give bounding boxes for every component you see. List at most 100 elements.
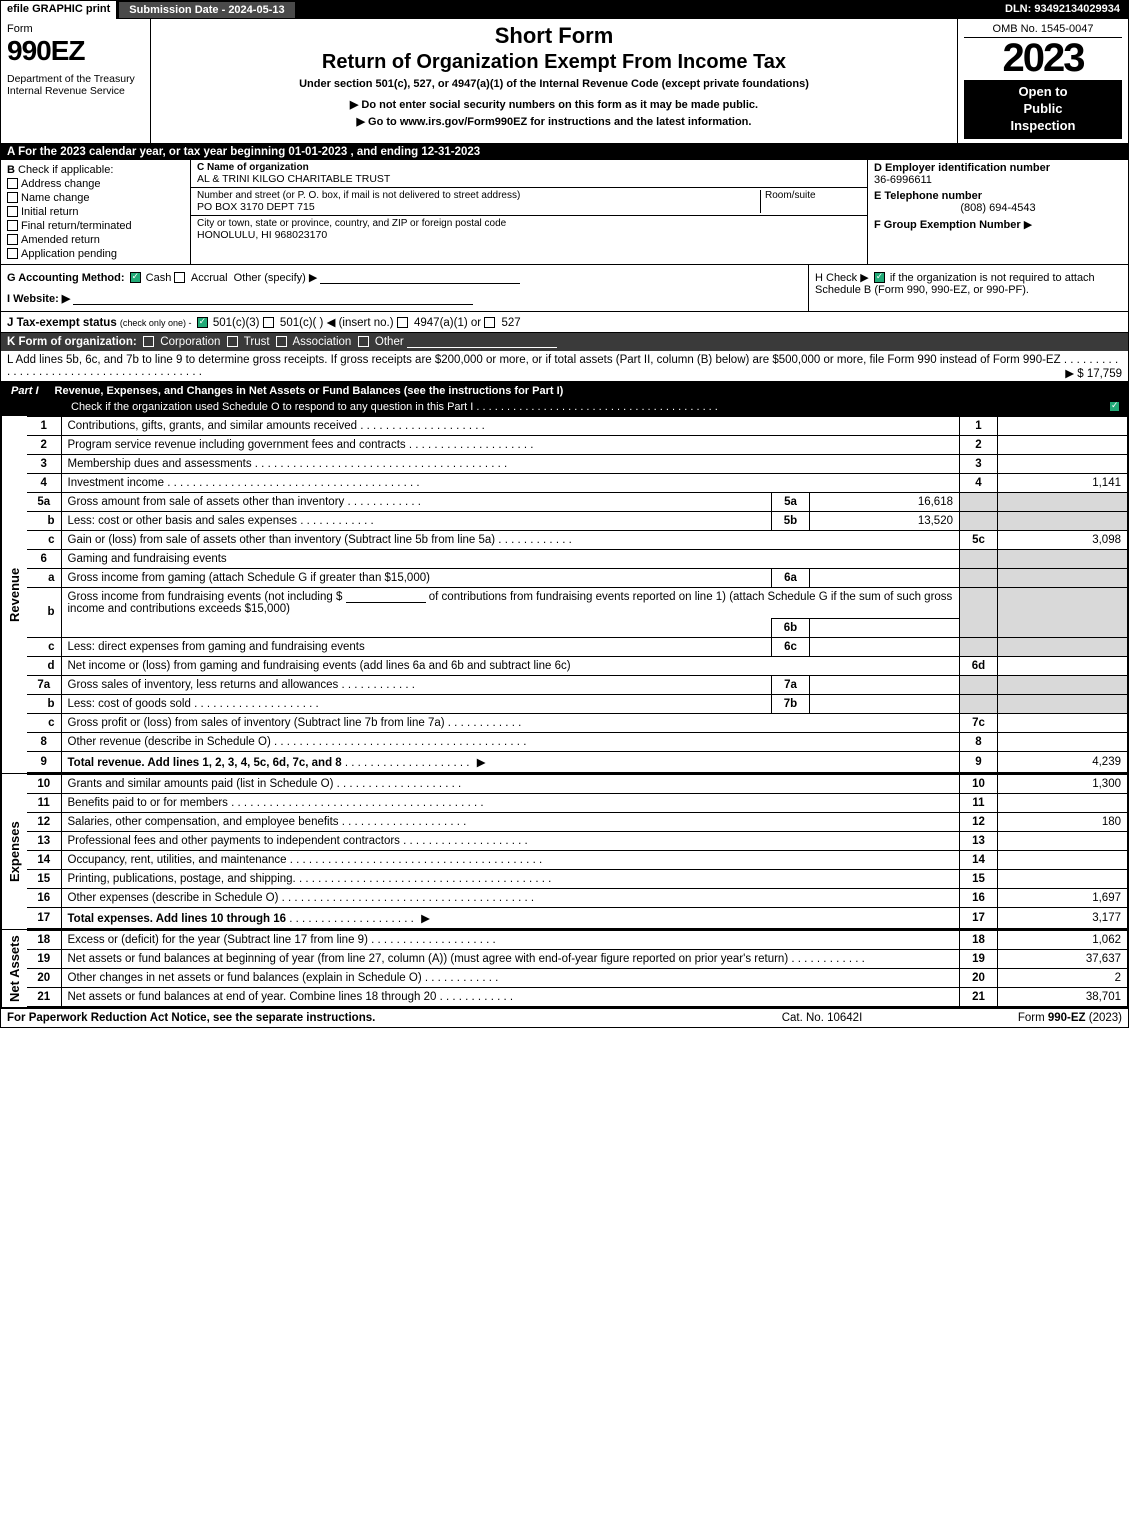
- line-5b: b Less: cost or other basis and sales ex…: [27, 511, 1128, 530]
- dept-label: Department of the Treasury Internal Reve…: [7, 73, 144, 97]
- j-opt3: 4947(a)(1) or: [414, 317, 481, 329]
- row-g-h: G Accounting Method: Cash Accrual Other …: [1, 265, 1128, 312]
- netassets-table: 18Excess or (deficit) for the year (Subt…: [27, 930, 1128, 1007]
- line-6c: c Less: direct expenses from gaming and …: [27, 637, 1128, 656]
- checkbox-icon: [263, 317, 274, 328]
- blank-field[interactable]: [346, 591, 426, 603]
- j-opt2: 501(c)( ) ◀ (insert no.): [280, 317, 394, 329]
- submission-date: Submission Date - 2024-05-13: [118, 1, 295, 19]
- c-name-value: AL & TRINI KILGO CHARITABLE TRUST: [197, 173, 861, 185]
- part-i-tab: Part I: [1, 382, 49, 400]
- footer-right: Form 990-EZ (2023): [922, 1012, 1122, 1024]
- k-label: K Form of organization:: [7, 336, 137, 348]
- line-7c: c Gross profit or (loss) from sales of i…: [27, 713, 1128, 732]
- g-accrual: Accrual: [191, 272, 228, 284]
- k-other-field[interactable]: [407, 336, 557, 348]
- row-l: L Add lines 5b, 6c, and 7b to line 9 to …: [1, 351, 1128, 382]
- f-label: F Group Exemption Number: [874, 219, 1021, 231]
- header-left: Form 990EZ Department of the Treasury In…: [1, 19, 151, 143]
- checkbox-checked-icon: [1109, 401, 1120, 412]
- line-5a: 5a Gross amount from sale of assets othe…: [27, 492, 1128, 511]
- dots: [473, 401, 718, 413]
- line-17: 17Total expenses. Add lines 10 through 1…: [27, 907, 1128, 928]
- address-left: Number and street (or P. O. box, if mail…: [197, 190, 761, 213]
- chk-name-change[interactable]: Name change: [7, 192, 184, 204]
- b-title: Check if applicable:: [18, 164, 113, 176]
- form-number: 990EZ: [7, 35, 144, 67]
- arrow-icon: [417, 913, 434, 925]
- checkbox-icon: [143, 336, 154, 347]
- efile-label: efile GRAPHIC print: [1, 1, 118, 19]
- column-def: D Employer identification number 36-6996…: [868, 160, 1128, 264]
- section-a-row: A For the 2023 calendar year, or tax yea…: [1, 144, 1128, 160]
- form-container: efile GRAPHIC print Submission Date - 20…: [0, 0, 1129, 1028]
- checkbox-icon: [484, 317, 495, 328]
- spacer: [296, 1, 997, 19]
- line-6d: d Net income or (loss) from gaming and f…: [27, 656, 1128, 675]
- open-line1: Open to: [966, 84, 1120, 101]
- row-g: G Accounting Method: Cash Accrual Other …: [1, 265, 808, 311]
- part-i-sub-text: Check if the organization used Schedule …: [71, 401, 473, 413]
- line-5c: c Gain or (loss) from sale of assets oth…: [27, 530, 1128, 549]
- line-1: 1 Contributions, gifts, grants, and simi…: [27, 416, 1128, 435]
- j-opt1: 501(c)(3): [213, 317, 260, 329]
- header-right: OMB No. 1545-0047 2023 Open to Public In…: [958, 19, 1128, 143]
- chk-address-change[interactable]: Address change: [7, 178, 184, 190]
- line-9: 9 Total revenue. Add lines 1, 2, 3, 4, 5…: [27, 751, 1128, 772]
- c-name-row: C Name of organization AL & TRINI KILGO …: [191, 160, 867, 188]
- line-19: 19Net assets or fund balances at beginni…: [27, 949, 1128, 968]
- c-addr-value: PO BOX 3170 DEPT 715: [197, 201, 756, 213]
- checkbox-icon: [7, 234, 18, 245]
- checkbox-checked-icon: [874, 272, 885, 283]
- chk-final-return[interactable]: Final return/terminated: [7, 220, 184, 232]
- open-inspection-box: Open to Public Inspection: [964, 80, 1122, 139]
- line-16: 16Other expenses (describe in Schedule O…: [27, 888, 1128, 907]
- checkbox-icon: [7, 206, 18, 217]
- checkbox-checked-icon: [197, 317, 208, 328]
- j-sub: (check only one) -: [120, 318, 192, 328]
- chk-amended[interactable]: Amended return: [7, 234, 184, 246]
- line-8: 8 Other revenue (describe in Schedule O)…: [27, 732, 1128, 751]
- c-city-label: City or town, state or province, country…: [197, 218, 861, 229]
- row-h: H Check ▶ if the organization is not req…: [808, 265, 1128, 311]
- part-i-title: Revenue, Expenses, and Changes in Net As…: [49, 382, 1128, 400]
- bf-block: B Check if applicable: Address change Na…: [1, 160, 1128, 265]
- row-i: I Website: ▶: [7, 292, 802, 305]
- dln-label: DLN: 93492134029934: [997, 1, 1128, 19]
- line-6: 6 Gaming and fundraising events: [27, 549, 1128, 568]
- column-c: C Name of organization AL & TRINI KILGO …: [191, 160, 868, 264]
- revenue-body: 1 Contributions, gifts, grants, and simi…: [27, 416, 1128, 773]
- d-value: 36-6996611: [874, 174, 932, 186]
- line-7a: 7a Gross sales of inventory, less return…: [27, 675, 1128, 694]
- website-field[interactable]: [73, 293, 473, 305]
- expenses-side-label: Expenses: [1, 774, 27, 929]
- line-10: 10Grants and similar amounts paid (list …: [27, 774, 1128, 793]
- netassets-body: 18Excess or (deficit) for the year (Subt…: [27, 930, 1128, 1007]
- revenue-side-label: Revenue: [1, 416, 27, 773]
- g-other: Other (specify) ▶: [234, 272, 318, 284]
- chk-initial-return[interactable]: Initial return: [7, 206, 184, 218]
- g-cash: Cash: [146, 272, 172, 284]
- footer-center: Cat. No. 10642I: [722, 1012, 922, 1024]
- checkbox-icon: [7, 178, 18, 189]
- room-suite: Room/suite: [761, 190, 861, 213]
- c-name-label: C Name of organization: [197, 162, 861, 173]
- row-k: K Form of organization: Corporation Trus…: [1, 333, 1128, 351]
- g-other-field[interactable]: [320, 272, 520, 284]
- line-6a: a Gross income from gaming (attach Sched…: [27, 568, 1128, 587]
- j-opt4: 527: [502, 317, 521, 329]
- open-line2: Public: [966, 101, 1120, 118]
- chk-app-pending[interactable]: Application pending: [7, 248, 184, 260]
- checkbox-icon: [174, 272, 185, 283]
- expenses-table: 10Grants and similar amounts paid (list …: [27, 774, 1128, 929]
- line-11: 11Benefits paid to or for members11: [27, 793, 1128, 812]
- expenses-body: 10Grants and similar amounts paid (list …: [27, 774, 1128, 929]
- part-i-header: Part I Revenue, Expenses, and Changes in…: [1, 382, 1128, 400]
- c-city-value: HONOLULU, HI 968023170: [197, 229, 861, 241]
- subtitle-1: Under section 501(c), 527, or 4947(a)(1)…: [159, 78, 949, 90]
- top-bar: efile GRAPHIC print Submission Date - 20…: [1, 1, 1128, 19]
- page-footer: For Paperwork Reduction Act Notice, see …: [1, 1009, 1128, 1027]
- checkbox-icon: [227, 336, 238, 347]
- column-b: B Check if applicable: Address change Na…: [1, 160, 191, 264]
- c-address-row: Number and street (or P. O. box, if mail…: [191, 188, 867, 216]
